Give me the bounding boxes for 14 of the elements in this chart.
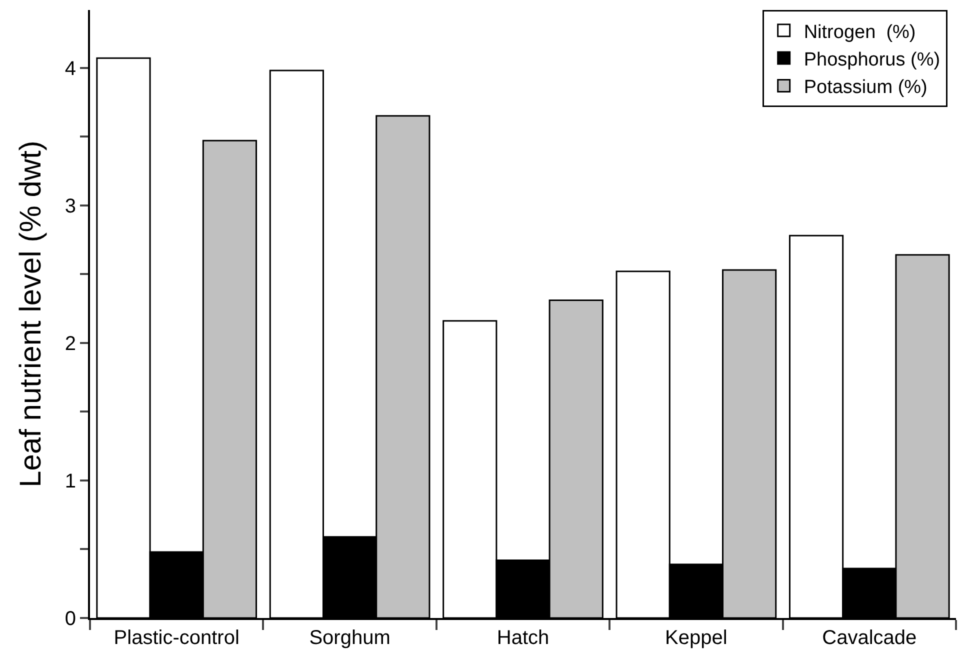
y-tick-label: 1 bbox=[64, 470, 76, 492]
x-tick-label: Hatch bbox=[496, 627, 550, 649]
y-tick-label: 2 bbox=[64, 332, 76, 355]
x-tick-label: Sorghum bbox=[309, 627, 390, 649]
y-tick-label: 3 bbox=[64, 195, 76, 218]
x-tick-label: Cavalcade bbox=[822, 627, 917, 649]
y-tick-label: 0 bbox=[64, 608, 76, 630]
legend-label: Nitrogen (%) bbox=[804, 22, 916, 43]
x-tick-label: Keppel bbox=[665, 627, 728, 649]
y-tick-label: 4 bbox=[64, 58, 76, 80]
legend-label: Potassium (%) bbox=[804, 77, 928, 98]
x-tick-label: Plastic-control bbox=[114, 627, 240, 649]
legend-label: Phosphorus (%) bbox=[804, 49, 940, 70]
y-axis-title: Leaf nutrient level (% dwt) bbox=[14, 140, 48, 488]
